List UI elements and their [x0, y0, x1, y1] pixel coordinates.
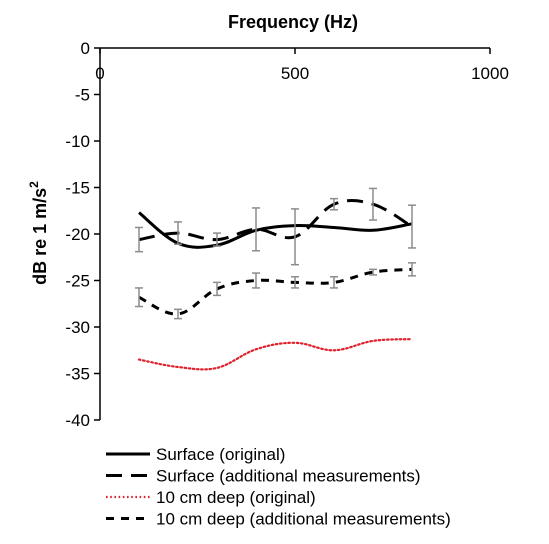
error-bar — [291, 208, 299, 266]
error-bar — [369, 268, 377, 276]
axes: 0 -5 -10 -15 -20 -25 -30 -35 -40 0 500 1000 — [65, 39, 508, 430]
y-tick-label: -40 — [65, 411, 90, 430]
y-tick-label: -20 — [65, 225, 90, 244]
error-bar — [174, 221, 182, 245]
legend-label-3: 10 cm deep (additional measurements) — [156, 510, 451, 529]
error-bar — [408, 204, 416, 249]
y-tick-label: -5 — [75, 86, 90, 105]
svg-text:dB re 1 m/s2: dB re 1 m/s2 — [27, 181, 50, 285]
x-tick-label: 0 — [95, 64, 104, 83]
error-bar — [213, 232, 221, 247]
error-bar — [213, 281, 221, 297]
y-tick-label: 0 — [81, 39, 90, 58]
series-line-2 — [137, 338, 414, 371]
y-tick-label: -35 — [65, 365, 90, 384]
y-tick-label: -15 — [65, 179, 90, 198]
error-bar — [330, 276, 338, 289]
x-tick-label: 1000 — [471, 64, 509, 83]
series-layer — [137, 199, 414, 371]
legend-label-2: 10 cm deep (original) — [156, 488, 316, 507]
error-bar — [135, 226, 143, 253]
x-axis-title: Frequency (Hz) — [228, 12, 358, 32]
error-bar — [369, 187, 377, 221]
legend-label-0: Surface (original) — [156, 445, 285, 464]
series-line-0 — [138, 211, 413, 249]
error-bar — [330, 197, 338, 211]
y-axis-title: dB re 1 m/s2 — [27, 181, 50, 285]
y-tick-label: -25 — [65, 272, 90, 291]
error-bar — [252, 207, 260, 252]
error-bar — [174, 308, 182, 320]
error-bar — [408, 262, 416, 277]
y-tick-label: -10 — [65, 132, 90, 151]
legend: Surface (original) Surface (additional me… — [106, 445, 451, 529]
x-tick-label: 500 — [281, 64, 309, 83]
y-tick-label: -30 — [65, 318, 90, 337]
y-axis-title-superscript: 2 — [27, 181, 41, 188]
series-line-1 — [138, 199, 413, 242]
error-bars-layer — [135, 187, 416, 320]
error-bar — [252, 272, 260, 289]
y-axis-title-text: dB re 1 m/s — [30, 188, 50, 285]
legend-label-1: Surface (additional measurements) — [156, 467, 421, 486]
error-bar — [291, 276, 299, 289]
series-line-3 — [138, 267, 413, 316]
error-bar — [135, 287, 143, 308]
